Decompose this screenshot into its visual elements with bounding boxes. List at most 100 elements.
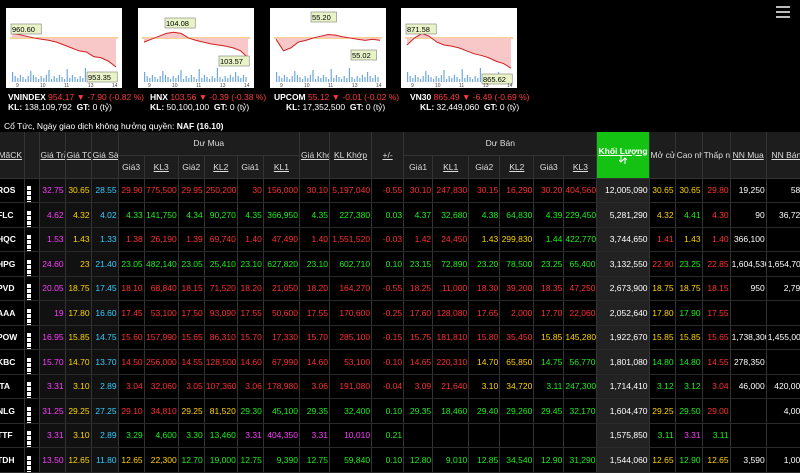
cell[interactable]: -0.10: [371, 349, 405, 375]
symbol-cell[interactable]: ITA: [0, 374, 25, 399]
col-giakhop[interactable]: Giá Khớp: [299, 132, 331, 179]
symbol-cell[interactable]: AAA: [0, 300, 25, 326]
cell[interactable]: 178,980: [263, 374, 300, 399]
cell[interactable]: 247,300: [563, 374, 598, 399]
cell[interactable]: 15.75: [403, 325, 434, 350]
cell[interactable]: 23.15: [403, 251, 434, 277]
cell[interactable]: 0.03: [371, 202, 405, 228]
cell[interactable]: 15.60: [118, 325, 145, 350]
cell[interactable]: 78,500: [499, 251, 535, 277]
cell[interactable]: 17.50: [178, 300, 205, 326]
col-gia2-mua[interactable]: Giá2: [178, 155, 205, 179]
cell[interactable]: 30.10: [299, 178, 331, 203]
table-row[interactable]: POW16.9515.8514.7515.60157,99015.6586,31…: [0, 325, 800, 350]
cell[interactable]: -0.04: [371, 374, 405, 399]
cell[interactable]: 4.35: [237, 202, 264, 228]
grid-icon-cell[interactable]: [24, 227, 40, 252]
grid-icon-cell[interactable]: [24, 202, 40, 228]
cell[interactable]: 3.29: [118, 423, 145, 448]
cell[interactable]: 25,410: [204, 251, 238, 277]
index-vn30[interactable]: VN30 865.49 ▼ -6.49 (-0.69 %) KL: 32,449…: [410, 92, 530, 112]
col-kl2-ban[interactable]: KL2: [499, 155, 535, 179]
cell[interactable]: 15.65: [178, 325, 205, 350]
symbol-cell[interactable]: POW: [0, 325, 25, 350]
cell[interactable]: 30: [237, 178, 264, 203]
table-row[interactable]: PVD20.0518.7517.4518.1068,84018.1571,520…: [0, 276, 800, 301]
cell[interactable]: 17.55: [299, 300, 331, 326]
cell[interactable]: 34,540: [499, 447, 535, 473]
cell[interactable]: 50,600: [263, 300, 300, 326]
cell[interactable]: 0.10: [371, 398, 405, 424]
cell[interactable]: 29.35: [403, 398, 434, 424]
cell[interactable]: 15.85: [533, 325, 565, 350]
grid-icon-cell[interactable]: [24, 374, 40, 399]
cell[interactable]: 72,890: [432, 251, 470, 277]
cell[interactable]: 29,260: [499, 398, 535, 424]
cell[interactable]: 4.33: [118, 202, 145, 228]
cell[interactable]: 18.20: [237, 276, 264, 301]
cell[interactable]: 68,840: [144, 276, 179, 301]
col-mack[interactable]: MãCK: [0, 132, 25, 179]
cell[interactable]: 18.35: [533, 276, 565, 301]
cell[interactable]: 30.20: [533, 178, 565, 203]
table-row[interactable]: NLG31.2529.2527.2529.1034,81029.2581,520…: [0, 398, 800, 424]
col-kl2-mua[interactable]: KL2: [204, 155, 238, 179]
col-gia3-mua[interactable]: Giá3: [118, 155, 145, 179]
cell[interactable]: 14.60: [299, 349, 331, 375]
cell[interactable]: 14.55: [178, 349, 205, 375]
cell[interactable]: 0.10: [371, 447, 405, 473]
cell[interactable]: 23.20: [468, 251, 501, 277]
symbol-cell[interactable]: KBC: [0, 349, 25, 375]
cell[interactable]: 18.20: [299, 276, 331, 301]
col-tc[interactable]: Giá TC: [65, 132, 92, 179]
cell[interactable]: 299,830: [499, 227, 535, 252]
col-kl3-mua[interactable]: KL3: [144, 155, 179, 179]
col-pm[interactable]: +/-: [371, 132, 405, 179]
table-row[interactable]: FLC4.624.324.024.33141,7504.3490,2704.35…: [0, 202, 800, 228]
cell[interactable]: [432, 423, 470, 448]
col-san[interactable]: Giá Sàn: [91, 132, 119, 179]
cell[interactable]: 29.40: [468, 398, 501, 424]
cell[interactable]: 12.65: [118, 447, 145, 473]
grid-icon-cell[interactable]: [24, 300, 40, 326]
cell[interactable]: 3.04: [118, 374, 145, 399]
cell[interactable]: 157,990: [144, 325, 179, 350]
cell[interactable]: 35,450: [499, 325, 535, 350]
cell[interactable]: [563, 423, 598, 448]
cell[interactable]: [403, 423, 434, 448]
cell[interactable]: 164,270: [329, 276, 373, 301]
col-mocua[interactable]: Mở cửa: [649, 132, 676, 179]
table-row[interactable]: HQC1.531.431.331.3826,1901.3969,7401.404…: [0, 227, 800, 252]
table-row[interactable]: TTF3.313.102.893.294,6003.3013,4603.3140…: [0, 423, 800, 448]
cell[interactable]: 22,300: [144, 447, 179, 473]
cell[interactable]: 14.65: [403, 349, 434, 375]
cell[interactable]: 18.25: [403, 276, 434, 301]
cell[interactable]: 29.90: [118, 178, 145, 203]
cell[interactable]: 404,560: [563, 178, 598, 203]
cell[interactable]: 0.10: [371, 251, 405, 277]
cell[interactable]: 12.75: [237, 447, 264, 473]
cell[interactable]: 14.70: [468, 349, 501, 375]
col-gia1-mua[interactable]: Giá1: [237, 155, 264, 179]
cell[interactable]: 422,770: [563, 227, 598, 252]
cell[interactable]: 128,080: [432, 300, 470, 326]
cell[interactable]: 3.31: [299, 423, 331, 448]
col-khoiluong[interactable]: Khối Lượng: [596, 132, 650, 179]
cell[interactable]: 17.45: [118, 300, 145, 326]
cell[interactable]: 15.70: [299, 325, 331, 350]
cell[interactable]: 14.75: [533, 349, 565, 375]
symbol-cell[interactable]: FLC: [0, 202, 25, 228]
grid-icon-cell[interactable]: [24, 178, 40, 203]
cell[interactable]: -0.55: [371, 276, 405, 301]
cell[interactable]: 12.70: [178, 447, 205, 473]
cell[interactable]: 53,100: [329, 349, 373, 375]
table-row[interactable]: ROS32.7530.6528.5529.90775,50029.95250,2…: [0, 178, 800, 203]
cell[interactable]: 4.39: [533, 202, 565, 228]
cell[interactable]: 3.30: [178, 423, 205, 448]
symbol-cell[interactable]: TDH: [0, 447, 25, 473]
cell[interactable]: 19,000: [204, 447, 238, 473]
cell[interactable]: 3.06: [237, 374, 264, 399]
cell[interactable]: 29.45: [533, 398, 565, 424]
grid-icon-cell[interactable]: [24, 447, 40, 473]
cell[interactable]: 4.38: [468, 202, 501, 228]
